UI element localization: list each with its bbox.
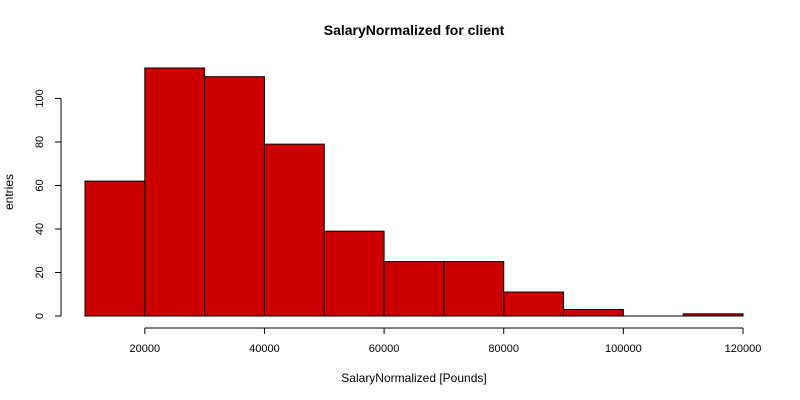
chart-title: SalaryNormalized for client: [324, 22, 505, 38]
histogram-bar-6: [443, 261, 505, 317]
x-axis: 20000 40000 60000 80000 100000 120000: [130, 327, 762, 355]
y-axis-title: entries: [2, 174, 16, 210]
y-tick-label: 20: [34, 266, 46, 278]
x-tick-label: 60000: [369, 343, 400, 355]
y-tick-label: 80: [34, 136, 46, 148]
histogram-bars: [84, 67, 744, 317]
histogram-bar-5: [383, 261, 445, 317]
y-tick-label: 40: [34, 223, 46, 235]
x-axis-title: SalaryNormalized [Pounds]: [341, 371, 486, 385]
x-tick-label: 120000: [725, 343, 762, 355]
histogram-bar-4: [323, 230, 385, 317]
histogram-bar-10: [682, 313, 744, 317]
y-axis: 0 20 40 60 80 100: [34, 89, 62, 319]
y-tick-label: 0: [34, 313, 46, 319]
y-tick-label: 60: [34, 179, 46, 191]
histogram-bar-8: [563, 308, 624, 317]
histogram-bar-1: [144, 67, 206, 317]
histogram-bar-0: [84, 180, 146, 317]
x-tick-label: 100000: [605, 343, 642, 355]
histogram-bar-2: [204, 76, 265, 317]
y-tick-label: 100: [34, 89, 46, 107]
x-tick-label: 20000: [130, 343, 161, 355]
x-tick-label: 40000: [249, 343, 280, 355]
histogram-bar-3: [263, 143, 325, 317]
histogram-bar-7: [503, 291, 565, 317]
x-tick-label: 80000: [488, 343, 519, 355]
